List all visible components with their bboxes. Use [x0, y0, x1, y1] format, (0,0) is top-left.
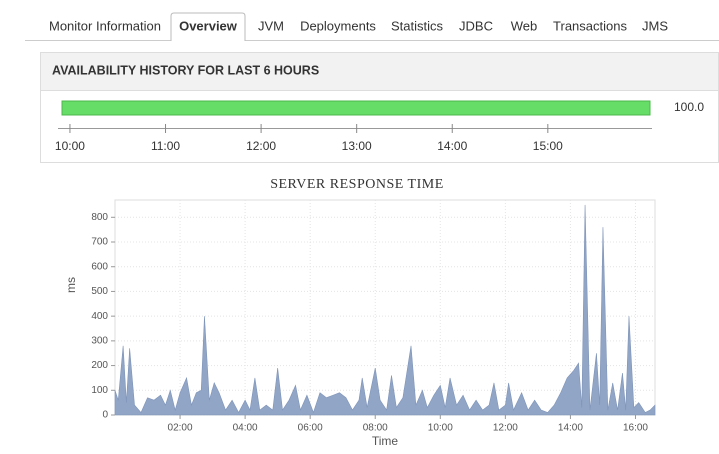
tab[interactable]: JDBC	[459, 18, 493, 33]
panel-header	[41, 53, 718, 90]
availability-value: 100.0	[674, 100, 704, 114]
y-tick-label: 100	[91, 385, 108, 396]
tick-label: 11:00	[151, 139, 180, 153]
availability-bar	[61, 100, 651, 116]
y-tick-label: 600	[91, 261, 108, 272]
tab[interactable]: JVM	[258, 18, 284, 33]
tick-label: 14:00	[437, 139, 467, 153]
tick-label: 12:00	[246, 139, 276, 153]
tab[interactable]: Overview	[179, 18, 238, 33]
y-tick-label: 300	[91, 336, 108, 347]
x-axis-label: Time	[372, 434, 399, 448]
x-tick-label: 16:00	[623, 423, 648, 434]
x-tick-label: 14:00	[558, 423, 583, 434]
active-tab	[170, 12, 246, 41]
x-tick-label: 02:00	[168, 423, 193, 434]
tab[interactable]: Deployments	[300, 18, 376, 33]
y-axis-label: ms	[64, 277, 78, 293]
y-tick-label: 0	[102, 410, 108, 421]
tick-label: 13:00	[342, 139, 372, 153]
x-tick-label: 04:00	[233, 423, 258, 434]
tab[interactable]: Web	[511, 18, 538, 33]
tick-label: 15:00	[533, 139, 563, 153]
tab[interactable]: Transactions	[553, 18, 627, 33]
chart-title: SERVER RESPONSE TIME	[270, 177, 444, 192]
x-tick-label: 10:00	[428, 423, 453, 434]
tab[interactable]: Statistics	[391, 18, 444, 33]
tick-label: 10:00	[55, 139, 85, 153]
y-tick-label: 800	[91, 212, 108, 223]
x-tick-label: 12:00	[493, 423, 518, 434]
x-tick-label: 08:00	[363, 423, 388, 434]
y-tick-label: 500	[91, 286, 108, 297]
y-tick-label: 200	[91, 360, 108, 371]
y-tick-label: 700	[91, 237, 108, 248]
y-tick-label: 400	[91, 311, 108, 322]
tab[interactable]: Monitor Information	[49, 18, 161, 33]
panel-title: AVAILABILITY HISTORY FOR LAST 6 HOURS	[52, 63, 319, 77]
tab[interactable]: JMS	[642, 18, 668, 33]
x-tick-label: 06:00	[298, 423, 323, 434]
area	[114, 204, 656, 416]
